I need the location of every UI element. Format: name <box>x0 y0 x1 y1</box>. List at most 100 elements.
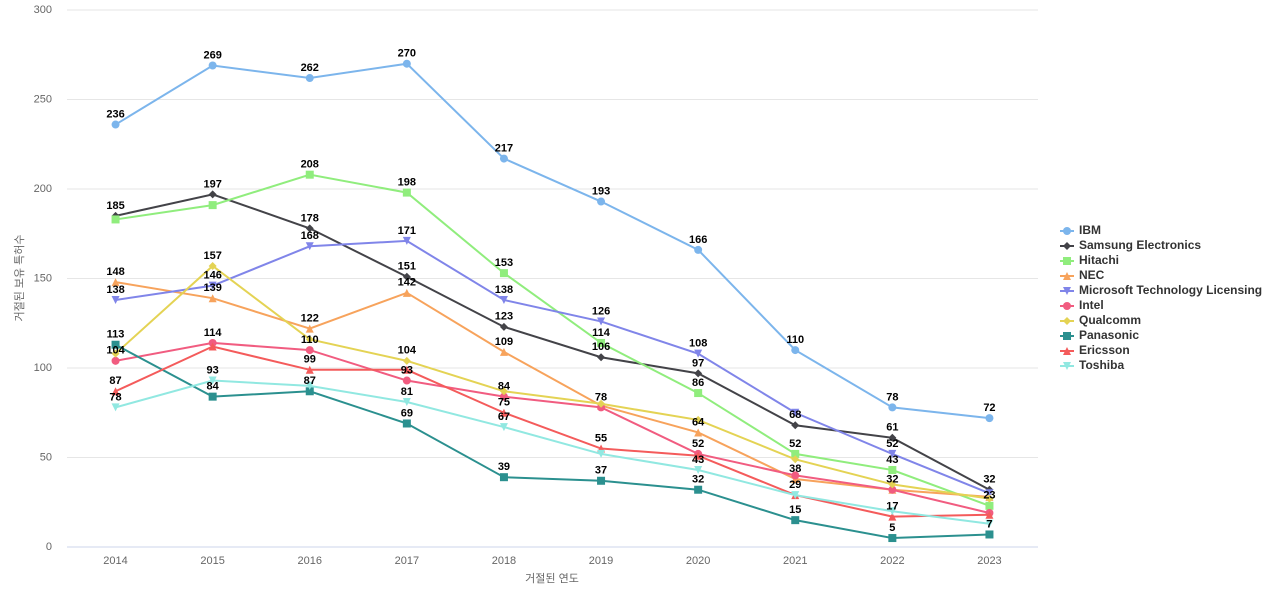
value-label: 52 <box>789 438 801 450</box>
value-label: 99 <box>304 354 316 366</box>
legend-label: Qualcomm <box>1079 313 1141 327</box>
value-label: 198 <box>398 176 416 188</box>
x-tick-label: 2019 <box>589 555 613 567</box>
marker <box>1063 272 1071 280</box>
marker <box>1063 317 1071 325</box>
value-label: 109 <box>495 336 513 348</box>
marker <box>499 295 508 304</box>
value-label: 185 <box>106 200 124 212</box>
y-tick-label: 200 <box>34 183 52 195</box>
legend-item: Qualcomm <box>1060 313 1141 327</box>
value-label: 122 <box>301 313 319 325</box>
y-tick-label: 0 <box>46 541 52 553</box>
marker <box>888 507 897 516</box>
series-line <box>114 264 990 500</box>
marker <box>1063 332 1071 340</box>
legend-item: Microsoft Technology Licensing <box>1060 283 1262 297</box>
series <box>111 376 994 528</box>
legend-item: IBM <box>1060 223 1101 237</box>
series <box>111 342 994 521</box>
marker <box>888 403 897 412</box>
marker <box>791 516 800 525</box>
value-label: 108 <box>689 338 707 350</box>
marker <box>888 485 897 494</box>
x-tick-label: 2023 <box>977 555 1001 567</box>
value-label: 151 <box>398 261 416 273</box>
y-tick-label: 300 <box>34 4 52 16</box>
marker <box>208 294 217 303</box>
x-tick-label: 2021 <box>783 555 807 567</box>
marker <box>597 353 606 362</box>
y-axis-title: 거절된 보유 특허수 <box>13 234 26 321</box>
value-label: 114 <box>592 327 611 339</box>
marker <box>208 281 217 290</box>
x-axis-title: 거절된 연도 <box>525 572 579 585</box>
marker <box>499 392 508 401</box>
series-line <box>115 345 990 518</box>
marker <box>111 278 120 287</box>
marker <box>305 387 314 396</box>
x-tick-label: 2015 <box>200 555 224 567</box>
series-line <box>115 341 990 514</box>
marker <box>1063 302 1071 310</box>
marker <box>402 356 411 365</box>
marker <box>208 342 217 351</box>
marker <box>111 340 120 349</box>
marker <box>111 356 120 365</box>
marker <box>597 317 606 326</box>
legend-item: Samsung Electronics <box>1060 238 1201 252</box>
marker <box>402 365 411 374</box>
series-line <box>115 173 990 507</box>
marker <box>208 201 217 210</box>
value-label: 37 <box>595 465 607 477</box>
value-label: 138 <box>106 284 124 296</box>
series <box>111 190 994 494</box>
value-label: 86 <box>692 377 704 389</box>
marker <box>499 423 508 432</box>
value-label: 93 <box>401 364 413 376</box>
y-tick-label: 50 <box>40 451 52 463</box>
marker <box>888 512 897 521</box>
marker <box>111 349 120 358</box>
value-label: 153 <box>495 257 513 269</box>
series-line <box>115 62 990 420</box>
value-label: 64 <box>692 416 705 428</box>
legend-label: NEC <box>1079 268 1105 282</box>
marker <box>985 519 994 528</box>
value-label: 87 <box>109 375 121 387</box>
marker <box>402 59 411 68</box>
value-label: 55 <box>595 432 607 444</box>
marker <box>402 288 411 297</box>
value-label: 113 <box>107 329 125 341</box>
y-tick-label: 250 <box>34 93 52 105</box>
marker <box>305 224 314 233</box>
legend-item: Toshiba <box>1060 358 1124 372</box>
marker <box>985 494 994 503</box>
marker <box>499 269 508 278</box>
series <box>111 338 994 517</box>
value-label: 78 <box>886 391 898 403</box>
value-label: 43 <box>692 454 704 466</box>
value-label: 78 <box>109 391 121 403</box>
marker <box>1063 242 1071 250</box>
value-label: 17 <box>886 500 898 512</box>
value-label: 15 <box>789 504 801 516</box>
legend-item: Intel <box>1060 298 1104 312</box>
value-label: 270 <box>398 48 416 60</box>
legend-item: Hitachi <box>1060 253 1119 267</box>
value-label: 78 <box>595 391 607 403</box>
marker <box>305 365 314 374</box>
x-tick-label: 2020 <box>686 555 710 567</box>
value-label: 87 <box>304 375 316 387</box>
value-label: 52 <box>692 438 704 450</box>
value-label: 104 <box>398 345 417 357</box>
marker <box>597 338 606 347</box>
y-tick-label: 150 <box>34 272 52 284</box>
value-label: 166 <box>689 234 707 246</box>
value-label: 93 <box>207 364 219 376</box>
value-label: 208 <box>301 159 319 171</box>
value-label: 5 <box>889 522 895 534</box>
value-label: 68 <box>789 409 801 421</box>
value-label: 72 <box>983 402 995 414</box>
